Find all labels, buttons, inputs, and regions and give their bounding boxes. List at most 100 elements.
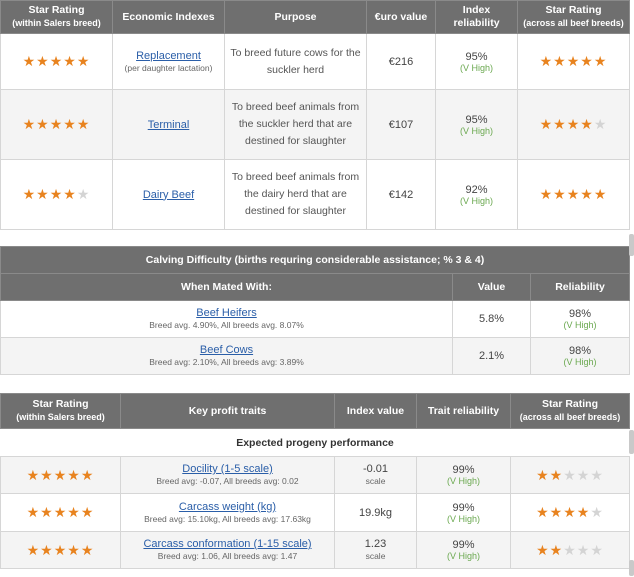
star-filled-icon: ★ [576, 504, 591, 520]
index-value: -0.01 scale [334, 456, 417, 494]
star-rating-icon: ★★★★★ [536, 542, 604, 558]
beef-cows-link[interactable]: Beef Cows [199, 344, 254, 356]
table-row: Beef Heifers Breed avg. 4.90%, All breeds… [0, 300, 631, 338]
star-filled-icon: ★ [580, 53, 594, 69]
star-filled-icon: ★ [553, 53, 567, 69]
star-filled-icon: ★ [53, 466, 68, 483]
star-filled-icon: ★ [36, 116, 50, 132]
table-row: ★★★★★ Carcass conformation (1-15 scale) B… [0, 531, 630, 569]
scrollbar-thumb[interactable] [629, 430, 634, 454]
star-filled-icon: ★ [26, 504, 41, 520]
terminal-index-link[interactable]: Terminal [147, 118, 190, 131]
breed-average-text: Breed avg: -0.07, All breeds avg: 0.02 [156, 476, 299, 486]
star-filled-icon: ★ [63, 116, 77, 132]
star-filled-icon: ★ [566, 53, 581, 69]
index-value: 1.23 scale [334, 531, 417, 569]
header-euro-value: €uro value [366, 0, 436, 34]
star-filled-icon: ★ [536, 541, 550, 558]
star-filled-icon: ★ [593, 186, 608, 202]
table-row: ★★★★★ Replacement (per daughter lactation… [0, 33, 630, 90]
table-row: ★★★★★ Carcass weight (kg) Breed avg: 15.1… [0, 493, 630, 532]
purpose-text: To breed beef animals from the dairy her… [224, 159, 367, 230]
star-filled-icon: ★ [40, 504, 54, 520]
star-filled-icon: ★ [67, 504, 81, 520]
euro-value: €142 [366, 159, 436, 230]
star-filled-icon: ★ [26, 466, 41, 483]
star-filled-icon: ★ [36, 186, 50, 202]
star-filled-icon: ★ [80, 504, 95, 520]
star-filled-icon: ★ [53, 504, 68, 520]
star-filled-icon: ★ [40, 541, 54, 558]
star-rating-icon: ★★★★★ [540, 116, 608, 132]
star-empty-icon: ★ [590, 466, 604, 483]
star-filled-icon: ★ [63, 53, 77, 69]
table-row: Beef Cows Breed avg: 2.10%, All breeds av… [0, 337, 631, 375]
reliability-cell: 99% (V High) [416, 456, 511, 494]
header-index-value: Index value [334, 393, 417, 429]
star-filled-icon: ★ [563, 504, 577, 520]
reliability-cell: 92% (V High) [435, 159, 518, 230]
scrollbar-thumb[interactable] [629, 234, 634, 256]
star-filled-icon: ★ [536, 504, 550, 520]
header-economic-indexes: Economic Indexes [112, 0, 225, 34]
star-rating-icon: ★★★★★ [27, 542, 95, 558]
star-filled-icon: ★ [22, 186, 37, 202]
star-empty-icon: ★ [563, 541, 577, 558]
header-star-rating-within: Star Rating (within Salers breed) [0, 393, 121, 429]
docility-link[interactable]: Docility (1-5 scale) [182, 463, 273, 475]
star-empty-icon: ★ [563, 466, 577, 483]
carcass-weight-link[interactable]: Carcass weight (kg) [178, 500, 277, 513]
replacement-index-link[interactable]: Replacement [136, 49, 201, 62]
reliability-cell: 98% (V High) [529, 300, 631, 338]
star-filled-icon: ★ [67, 466, 81, 483]
header-purpose: Purpose [224, 0, 367, 34]
star-empty-icon: ★ [590, 541, 604, 558]
header-key-profit-traits: Key profit traits [120, 393, 335, 429]
star-filled-icon: ★ [80, 541, 95, 558]
star-empty-icon: ★ [576, 541, 591, 558]
star-empty-icon: ★ [593, 116, 608, 132]
breed-average-text: Breed avg: 2.10%, All breeds avg: 3.89% [149, 357, 304, 367]
star-filled-icon: ★ [76, 53, 91, 69]
star-filled-icon: ★ [49, 116, 64, 132]
star-filled-icon: ★ [539, 53, 554, 69]
star-filled-icon: ★ [566, 116, 581, 132]
star-filled-icon: ★ [553, 186, 567, 202]
star-rating-icon: ★★★★★ [23, 116, 91, 132]
reliability-cell: 99% (V High) [416, 531, 511, 569]
star-filled-icon: ★ [26, 541, 41, 558]
dairy-beef-index-link[interactable]: Dairy Beef [142, 188, 195, 201]
star-filled-icon: ★ [539, 116, 554, 132]
breed-average-text: Breed avg: 15.10kg, All breeds avg: 17.6… [144, 513, 311, 524]
purpose-text: To breed future cows for the suckler her… [224, 33, 367, 90]
star-filled-icon: ★ [539, 186, 554, 202]
star-filled-icon: ★ [593, 53, 608, 69]
star-rating-icon: ★★★★★ [536, 504, 604, 520]
star-filled-icon: ★ [76, 116, 91, 132]
index-value: 19.9kg [334, 493, 417, 532]
star-filled-icon: ★ [49, 186, 64, 202]
star-empty-icon: ★ [576, 466, 591, 483]
star-filled-icon: ★ [53, 541, 68, 558]
beef-heifers-link[interactable]: Beef Heifers [196, 307, 257, 319]
header-when-mated-with: When Mated With: [0, 273, 453, 301]
table-row: ★★★★★ Terminal To breed beef animals fro… [0, 89, 630, 160]
star-filled-icon: ★ [549, 504, 564, 520]
carcass-conformation-link[interactable]: Carcass conformation (1-15 scale) [143, 538, 312, 550]
star-filled-icon: ★ [36, 53, 50, 69]
header-star-rating-all: Star Rating (across all beef breeds) [510, 393, 630, 429]
star-rating-icon: ★★★★★ [27, 504, 95, 520]
economic-indexes-table: Star Rating (within Salers breed) Economi… [0, 0, 630, 230]
scrollbar-thumb[interactable] [629, 560, 634, 576]
star-empty-icon: ★ [590, 504, 604, 520]
table-row: ★★★★★ Dairy Beef To breed beef animals f… [0, 159, 630, 230]
star-rating-icon: ★★★★★ [536, 467, 604, 483]
star-filled-icon: ★ [22, 116, 37, 132]
star-filled-icon: ★ [63, 186, 77, 202]
header-reliability: Reliability [529, 273, 631, 301]
reliability-cell: 95% (V High) [435, 89, 518, 160]
star-filled-icon: ★ [536, 466, 550, 483]
breed-average-text: Breed avg. 4.90%, All breeds avg. 8.07% [149, 320, 304, 330]
star-filled-icon: ★ [553, 116, 567, 132]
star-filled-icon: ★ [40, 466, 54, 483]
